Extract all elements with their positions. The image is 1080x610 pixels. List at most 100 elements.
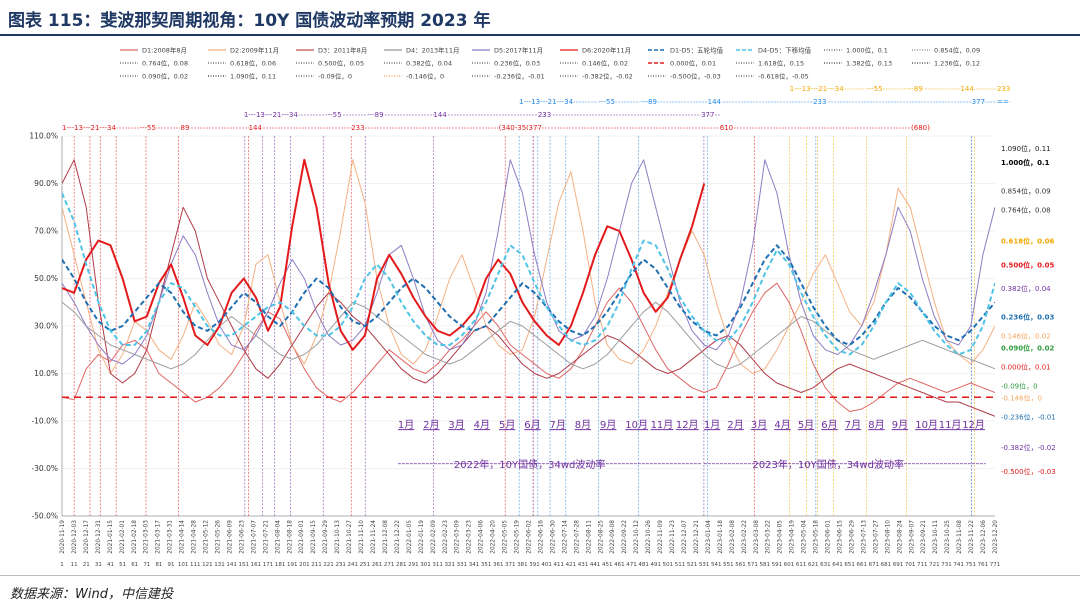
x-tick-index: 651: [844, 562, 855, 568]
x-tick-date: 2022-01-19: [419, 520, 425, 554]
x-tick-index: 171: [263, 562, 274, 568]
x-tick-date: 2021-08-04: [275, 520, 281, 554]
x-tick-index: 351: [481, 562, 492, 568]
x-tick-index: 281: [396, 562, 407, 568]
fib-label: ---55: [325, 111, 342, 119]
x-tick-date: 2022-12-07: [682, 520, 688, 554]
fib-label: 233: [538, 111, 551, 119]
x-tick-date: 2022-12-21: [694, 520, 700, 554]
level-label: 0.854位，0.09: [1001, 187, 1051, 196]
x-tick-date: 2021-05-26: [216, 520, 222, 554]
x-tick-date: 2021-02-18: [132, 520, 138, 554]
x-tick-index: 241: [348, 562, 359, 568]
x-tick-date: 2021-07-21: [263, 520, 269, 554]
x-tick-index: 271: [384, 562, 395, 568]
x-tick-date: 2021-03-31: [168, 520, 174, 554]
x-tick-index: 121: [202, 562, 213, 568]
level-label: 0.618位，0.06: [1001, 237, 1055, 246]
legend-label: D5:2017年11月: [494, 46, 543, 55]
x-tick-date: 2023-02-08: [730, 520, 736, 554]
fib-label: 144: [708, 98, 722, 106]
x-tick-date: 2023-09-21: [921, 520, 927, 554]
x-tick-date: 2023-04-19: [790, 520, 796, 554]
x-tick-index: 581: [760, 562, 771, 568]
fib-label: (340-350): [499, 124, 534, 132]
footer-divider: [0, 575, 1080, 576]
legend-label: -0.500位，-0.03: [670, 72, 721, 81]
x-tick-index: 611: [796, 562, 807, 568]
x-tick-index: 631: [820, 562, 831, 568]
month-label-2022: 1月: [398, 419, 414, 431]
level-label: -0.382位，-0.02: [1001, 443, 1056, 452]
month-label-2023: 6月: [821, 419, 837, 431]
x-tick-index: 391: [529, 562, 540, 568]
month-label-2023: 4月: [774, 419, 790, 431]
legend-label: 0.000位，0.01: [670, 59, 716, 68]
x-tick-date: 2023-10-25: [945, 520, 951, 554]
legend-label: D2:2009年11月: [230, 46, 279, 55]
month-label-2023: 8月: [868, 419, 884, 431]
x-tick-index: 411: [554, 562, 565, 568]
legend-label: 0.764位，0.08: [142, 59, 188, 68]
x-tick-index: 261: [372, 562, 383, 568]
fib-label: 377: [529, 124, 542, 132]
legend-label: 0.382位，0.04: [406, 59, 452, 68]
x-tick-index: 471: [626, 562, 637, 568]
x-tick-date: 2021-10-13: [335, 520, 341, 554]
fib-label: 377: [701, 111, 714, 119]
x-tick-date: 2022-11-09: [658, 520, 664, 554]
fib-label: ---89: [906, 85, 923, 93]
legend-label: D6:2020年11月: [582, 46, 631, 55]
month-label-2022: 8月: [575, 419, 591, 431]
x-tick-index: 361: [493, 562, 504, 568]
x-tick-date: 2021-06-09: [228, 520, 234, 554]
fib-label: 1---13---21---34: [519, 98, 573, 106]
x-tick-index: 671: [869, 562, 880, 568]
fib-label: ==: [997, 98, 1009, 106]
x-tick-date: 2021-09-15: [311, 520, 317, 554]
x-tick-index: 151: [239, 562, 250, 568]
fib-label: ---89: [367, 111, 384, 119]
x-tick-date: 2023-12-20: [993, 520, 999, 554]
level-label: 0.500位，0.05: [1001, 260, 1055, 269]
page-title: 图表 115：斐波那契周期视角：10Y 国债波动率预期 2023 年: [8, 11, 491, 31]
x-tick-date: 2022-04-06: [479, 520, 485, 554]
x-tick-date: 2023-12-06: [981, 520, 987, 554]
x-tick-index: 601: [784, 562, 795, 568]
x-tick-index: 531: [699, 562, 710, 568]
x-tick-index: 11: [71, 562, 78, 568]
legend-label: 1.000位，0.1: [846, 46, 888, 55]
x-tick-index: 741: [953, 562, 964, 568]
month-label-2022: 12月: [676, 419, 699, 431]
x-tick-index: 131: [214, 562, 225, 568]
fib-label: 233: [813, 98, 826, 106]
x-tick-index: 401: [541, 562, 552, 568]
x-tick-date: 2022-06-30: [550, 520, 556, 554]
x-tick-index: 431: [578, 562, 589, 568]
x-tick-index: 481: [638, 562, 649, 568]
legend-label: -0.146位，0: [406, 72, 444, 81]
x-tick-index: 191: [287, 562, 298, 568]
x-tick-date: 2022-08-11: [586, 520, 592, 554]
legend-label: 0.854位，0.09: [934, 46, 980, 55]
x-tick-date: 2020-12-03: [72, 520, 78, 554]
series-line: [62, 192, 995, 356]
x-tick-date: 2021-09-29: [323, 520, 329, 554]
fib-label: 144: [249, 124, 263, 132]
x-tick-date: 2021-04-14: [180, 520, 186, 554]
annotation-label: 2023年，10Y国债，34wd波动率: [752, 458, 904, 471]
x-tick-index: 371: [505, 562, 516, 568]
x-tick-date: 2022-01-05: [407, 520, 413, 554]
x-tick-date: 2023-06-29: [850, 520, 856, 554]
x-tick-index: 701: [905, 562, 916, 568]
legend-label: 0.618位，0.06: [230, 59, 276, 68]
x-tick-index: 711: [917, 562, 928, 568]
x-tick-date: 2022-05-19: [515, 520, 521, 554]
level-label: 0.090位，0.02: [1001, 343, 1055, 352]
x-tick-date: 2023-11-22: [969, 520, 975, 554]
x-tick-date: 2023-03-08: [754, 520, 760, 554]
legend-label: D3：2011年8月: [318, 46, 367, 55]
x-tick-index: 61: [131, 562, 138, 568]
level-label: 1.000位，0.1: [1001, 158, 1050, 167]
x-tick-index: 521: [687, 562, 698, 568]
